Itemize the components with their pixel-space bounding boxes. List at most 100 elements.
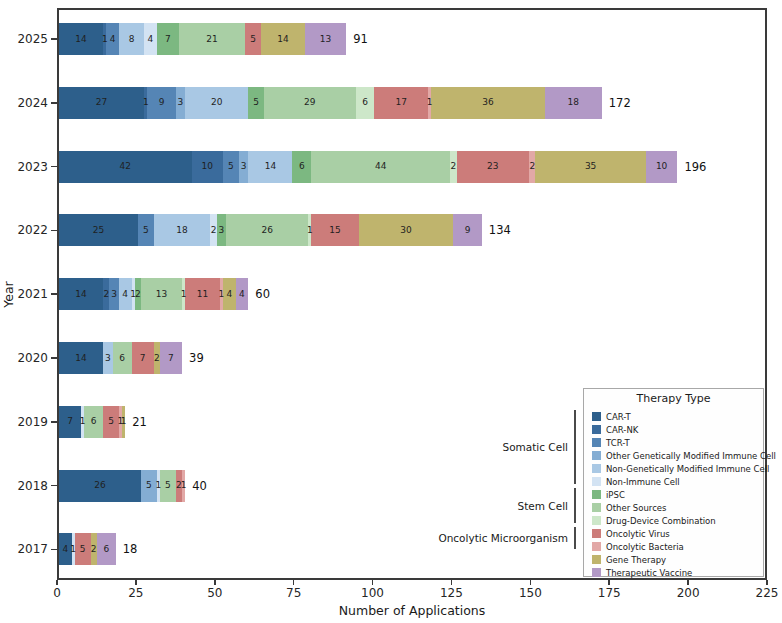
x-tick-mark: [56, 580, 58, 585]
bar-segment-tcr-t: 3: [109, 278, 118, 310]
segment-value: 1: [219, 290, 225, 299]
segment-value: 4: [239, 290, 245, 299]
bar-segment-other-genetically-modified-immune-cell: 5: [141, 470, 157, 502]
segment-value: 6: [299, 162, 305, 171]
bar-total: 21: [132, 415, 147, 429]
bar-segment-therapeutic-vaccine: 9: [453, 214, 481, 246]
segment-value: 2: [103, 290, 109, 299]
legend-swatch-icon: [592, 516, 601, 525]
legend-group-bracket: [574, 410, 576, 484]
legend-item-label: Non-Genetically Modified Immune Cell: [606, 464, 769, 474]
bar-segment-ipsc: 5: [248, 87, 264, 119]
legend-item: Gene Therapy: [584, 553, 763, 566]
bar-total: 91: [353, 32, 368, 46]
segment-value: 13: [156, 290, 167, 299]
x-tick-mark: [214, 580, 216, 585]
legend-item: Drug-Device Combination: [584, 514, 763, 527]
segment-value: 44: [375, 162, 386, 171]
legend-item: Other Sources: [584, 501, 763, 514]
legend-group-label: Stem Cell: [338, 500, 568, 512]
segment-value: 1: [156, 481, 162, 490]
segment-value: 26: [94, 481, 105, 490]
bar-segment-other-genetically-modified-immune-cell: 3: [176, 87, 185, 119]
bar-segment-oncolytic-virus: 23: [457, 151, 530, 183]
segment-value: 2: [529, 162, 535, 171]
bar-2019: 716511: [59, 406, 125, 438]
bar-segment-other-sources: 21: [179, 23, 245, 55]
segment-value: 1: [102, 35, 108, 44]
segment-value: 5: [143, 226, 149, 235]
legend-item-label: Therapeutic Vaccine: [606, 568, 692, 578]
segment-value: 14: [75, 354, 86, 363]
bar-segment-gene-therapy: 1: [122, 406, 125, 438]
segment-value: 17: [396, 98, 407, 107]
bar-2018: 2651521: [59, 470, 185, 502]
bar-segment-oncolytic-virus: 5: [103, 406, 119, 438]
segment-value: 10: [656, 162, 667, 171]
y-tick-label: 2017: [0, 541, 48, 557]
bar-segment-gene-therapy: 14: [261, 23, 305, 55]
legend-item-label: Other Genetically Modified Immune Cell: [606, 451, 776, 461]
bar-2025: 14148472151413: [59, 23, 346, 55]
bar-segment-oncolytic-bacteria: 1: [182, 470, 185, 502]
x-tick-label: 200: [668, 586, 708, 600]
x-tick-mark: [608, 580, 610, 585]
y-tick-mark: [51, 357, 57, 359]
bar-segment-other-sources: 6: [113, 342, 132, 374]
bar-total: 172: [609, 96, 631, 110]
segment-value: 25: [93, 226, 104, 235]
segment-value: 26: [261, 226, 272, 235]
segment-value: 14: [75, 35, 86, 44]
segment-value: 6: [91, 417, 97, 426]
segment-value: 18: [568, 98, 579, 107]
segment-value: 1: [427, 98, 433, 107]
bar-total: 40: [192, 479, 207, 493]
bar-segment-non-genetically-modified-immune-cell: 8: [119, 23, 144, 55]
y-tick-label: 2020: [0, 350, 48, 366]
legend-swatch-icon: [592, 412, 601, 421]
y-tick-mark: [51, 293, 57, 295]
legend-swatch-icon: [592, 529, 601, 538]
legend-group-label: Oncolytic Microorganism: [338, 532, 568, 544]
segment-value: 4: [122, 290, 128, 299]
bar-total: 60: [255, 287, 270, 301]
bar-2023: 4210531464422323510: [59, 151, 677, 183]
legend-item: Therapeutic Vaccine: [584, 566, 763, 579]
segment-value: 2: [91, 545, 97, 554]
segment-value: 3: [105, 354, 111, 363]
legend-item: Oncolytic Bacteria: [584, 540, 763, 553]
bar-segment-other-sources: 5: [160, 470, 176, 502]
segment-value: 1: [143, 98, 149, 107]
x-tick-label: 75: [274, 586, 314, 600]
segment-value: 13: [320, 35, 331, 44]
legend-item: Non-Immune Cell: [584, 475, 763, 488]
y-tick-label: 2025: [0, 31, 48, 47]
bar-2020: 1436727: [59, 342, 182, 374]
bar-segment-car-t: 42: [59, 151, 192, 183]
x-axis-title: Number of Applications: [57, 603, 767, 618]
segment-value: 8: [129, 35, 135, 44]
segment-value: 11: [197, 290, 208, 299]
segment-value: 29: [304, 98, 315, 107]
legend-item: CAR-NK: [584, 423, 763, 436]
y-tick-label: 2018: [0, 478, 48, 494]
segment-value: 1: [80, 417, 86, 426]
x-tick-mark: [766, 580, 768, 585]
x-tick-label: 50: [195, 586, 235, 600]
bar-segment-car-t: 14: [59, 23, 103, 55]
bar-segment-car-t: 26: [59, 470, 141, 502]
segment-value: 7: [67, 417, 73, 426]
bar-segment-non-genetically-modified-immune-cell: 20: [185, 87, 248, 119]
legend-swatch-icon: [592, 542, 601, 551]
segment-value: 35: [585, 162, 596, 171]
bar-segment-other-sources: 6: [84, 406, 103, 438]
bar-segment-other-sources: 26: [226, 214, 308, 246]
segment-value: 2: [451, 162, 457, 171]
bar-segment-non-immune-cell: 4: [144, 23, 157, 55]
bar-segment-therapeutic-vaccine: 18: [545, 87, 602, 119]
legend-item-label: Oncolytic Virus: [606, 529, 670, 539]
x-tick-label: 150: [510, 586, 550, 600]
legend-item-label: Oncolytic Bacteria: [606, 542, 684, 552]
bar-total: 18: [123, 542, 138, 556]
bar-segment-gene-therapy: 35: [535, 151, 645, 183]
